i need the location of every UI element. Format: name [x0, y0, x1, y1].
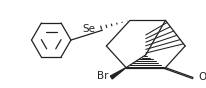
- Text: O: O: [197, 73, 205, 82]
- Text: Se: Se: [82, 24, 95, 34]
- Text: Br: Br: [96, 71, 108, 81]
- Polygon shape: [110, 68, 125, 79]
